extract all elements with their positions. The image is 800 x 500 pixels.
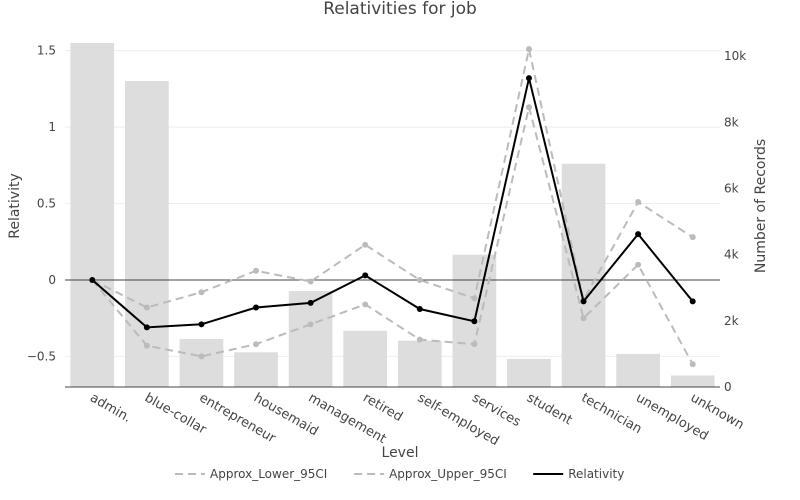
series-point xyxy=(635,261,642,268)
x-tick-label: admin. xyxy=(87,390,133,425)
record-bar xyxy=(616,353,660,387)
series-point xyxy=(689,361,696,368)
y-tick-label: 0 xyxy=(48,273,56,287)
series-point xyxy=(307,321,314,328)
legend-label: Approx_Lower_95CI xyxy=(210,467,327,481)
record-bar xyxy=(179,339,224,387)
series-line-approx-upper-95ci xyxy=(91,48,694,309)
y-tick-label: 0.5 xyxy=(37,197,56,211)
record-count-bars xyxy=(70,43,715,388)
series-point xyxy=(89,276,96,283)
chart-title: Relativities for job xyxy=(323,0,477,19)
y-tick-label: 1.5 xyxy=(37,44,56,58)
y2-tick-label: 8k xyxy=(724,115,739,129)
series-point xyxy=(253,267,260,274)
series-point xyxy=(471,318,478,325)
legend-label: Approx_Upper_95CI xyxy=(389,467,507,481)
y2-tick-label: 4k xyxy=(724,248,739,262)
series-point xyxy=(471,295,478,302)
series-point xyxy=(689,234,696,241)
x-axis-title: Level xyxy=(382,445,419,461)
series-point xyxy=(580,315,587,322)
record-bar xyxy=(70,43,115,387)
series-point xyxy=(416,336,423,343)
series-point xyxy=(362,301,369,308)
series-point xyxy=(307,299,314,306)
y2-tick-label: 2k xyxy=(724,314,739,328)
record-bar xyxy=(507,358,551,387)
record-bar xyxy=(670,375,715,387)
series-point xyxy=(198,321,205,328)
record-bar xyxy=(561,163,606,387)
series-point xyxy=(416,276,423,283)
y-grid xyxy=(65,50,720,357)
series-line-approx-lower-95ci xyxy=(91,106,694,365)
y-axis-ticks: −0.5 0 0.5 1 1.5 xyxy=(27,44,56,364)
y-tick-label: 1 xyxy=(48,120,56,134)
x-tick-label: retired xyxy=(360,390,405,425)
series-point xyxy=(143,342,150,349)
series-point xyxy=(198,289,205,296)
series-point xyxy=(635,199,642,206)
record-bar xyxy=(125,81,169,388)
y2-axis-ticks: 0 2k 4k 6k 8k 10k xyxy=(724,49,746,394)
legend: Approx_Lower_95CI Approx_Upper_95CI Relati… xyxy=(175,467,624,481)
x-tick-label: technician xyxy=(579,390,645,437)
y-axis-title: Relativity xyxy=(7,173,23,239)
x-tick-label: student xyxy=(524,390,575,428)
legend-label: Relativity xyxy=(568,467,624,481)
series-line-relativity xyxy=(91,77,694,329)
y2-tick-label: 6k xyxy=(724,182,739,196)
record-bar xyxy=(343,330,388,387)
record-bar xyxy=(288,291,333,387)
y2-tick-label: 10k xyxy=(724,49,746,63)
series-point xyxy=(525,46,532,53)
series-point xyxy=(416,306,423,313)
series-point xyxy=(143,304,150,311)
series-point xyxy=(635,231,642,238)
record-bar xyxy=(234,352,278,387)
series-point xyxy=(362,272,369,279)
relativity-lines xyxy=(89,46,696,368)
series-point xyxy=(362,241,369,248)
series-point xyxy=(471,341,478,348)
series-point xyxy=(525,104,532,111)
series-point xyxy=(253,341,260,348)
series-point xyxy=(580,298,587,305)
series-point xyxy=(689,298,696,305)
series-point xyxy=(253,304,260,311)
y-tick-label: −0.5 xyxy=(27,349,56,363)
record-bar xyxy=(397,340,442,387)
x-axis-ticks: admin. blue-collarentrepreneurhousemaidma… xyxy=(87,390,746,449)
y2-axis-title: Number of Records xyxy=(753,139,769,273)
series-point xyxy=(307,278,314,285)
series-point xyxy=(198,353,205,360)
series-point xyxy=(525,75,532,82)
series-point xyxy=(143,324,150,331)
y2-tick-label: 0 xyxy=(724,380,732,394)
